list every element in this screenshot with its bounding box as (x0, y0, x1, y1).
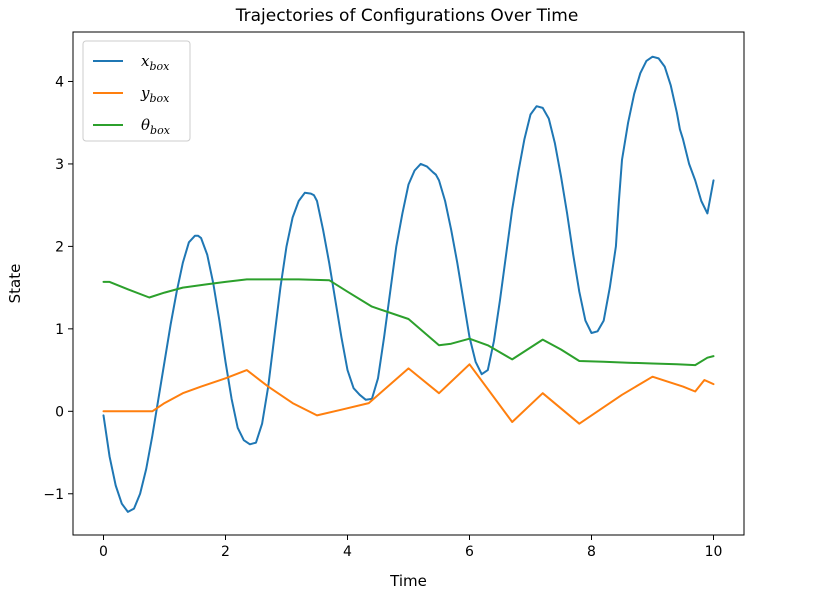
legend-subscript: box (149, 60, 170, 73)
legend-label-1: ybox (140, 84, 170, 105)
x-tick-label: 8 (587, 544, 596, 560)
x-tick-label: 0 (99, 544, 108, 560)
plot-frame (72, 31, 745, 536)
legend-subscript: box (149, 92, 170, 105)
legend-box (82, 40, 191, 142)
legend-symbol: y (140, 84, 150, 102)
x-tick-label: 4 (343, 544, 352, 560)
x-axis: 0 2 4 6 8 10 (99, 535, 722, 560)
legend-label-0: xbox (141, 52, 170, 73)
y-tick-label: −1 (43, 487, 64, 503)
series-layer (102, 55, 715, 513)
y-axis-label: State (6, 264, 24, 304)
legend-symbol: x (141, 52, 150, 70)
legend-symbol: θ (141, 116, 150, 134)
y-tick-label: 2 (55, 239, 64, 255)
legend-subscript: box (150, 124, 171, 137)
x-axis-label: Time (389, 572, 427, 590)
y-tick-label: 1 (55, 322, 64, 338)
y-tick-label: 3 (55, 157, 64, 173)
series-line-0 (102, 55, 715, 513)
x-tick-label: 10 (705, 544, 723, 560)
series-line-2 (102, 278, 715, 367)
x-tick-label: 6 (465, 544, 474, 560)
x-tick-label: 2 (221, 544, 230, 560)
legend-label-2: θbox (141, 116, 171, 137)
y-tick-label: 0 (55, 404, 64, 420)
series-line-1 (102, 363, 715, 425)
y-tick-label: 4 (55, 74, 64, 90)
chart-title: Trajectories of Configurations Over Time (235, 6, 579, 26)
y-axis: −1 0 1 2 3 4 (43, 74, 73, 503)
